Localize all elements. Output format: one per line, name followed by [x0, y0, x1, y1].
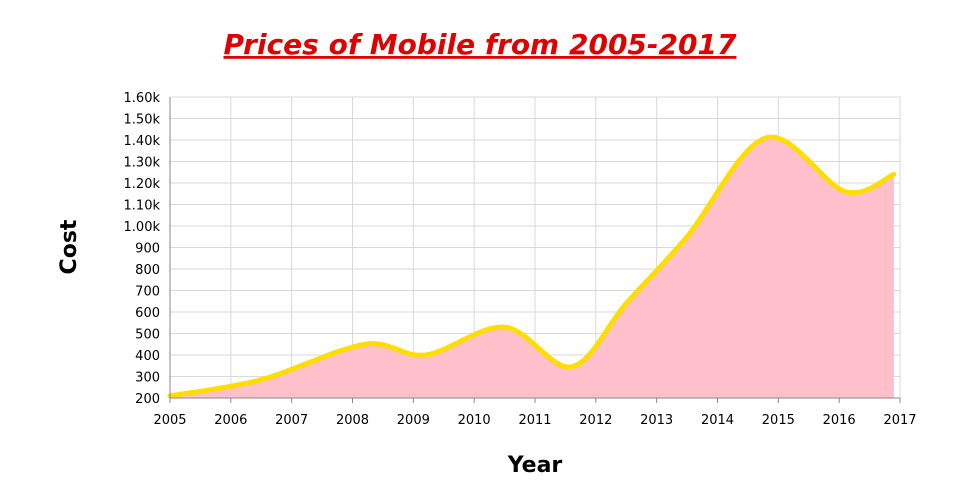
x-tick-label: 2015 — [762, 413, 795, 428]
y-tick-label: 1.20k — [124, 177, 161, 192]
x-tick-label: 2006 — [214, 413, 247, 428]
plot-area — [167, 134, 897, 399]
area-fill — [170, 137, 894, 399]
x-tick-label: 2009 — [397, 413, 430, 428]
x-tick-label: 2016 — [823, 413, 856, 428]
y-tick-label: 300 — [135, 371, 160, 386]
y-tick-label: 200 — [135, 392, 160, 407]
y-tick-label: 800 — [135, 263, 160, 278]
y-tick-label: 500 — [135, 328, 160, 343]
y-tick-label: 1.00k — [124, 220, 161, 235]
y-tick-label: 1.30k — [124, 156, 161, 171]
y-tick-label: 1.40k — [124, 134, 161, 149]
y-axis-title: Cost — [57, 219, 82, 274]
chart-title: Prices of Mobile from 2005-2017 — [224, 28, 737, 61]
y-tick-label: 700 — [135, 285, 160, 300]
x-tick-label: 2008 — [336, 413, 369, 428]
x-axis-title: Year — [507, 453, 563, 478]
x-tick-label: 2011 — [518, 413, 551, 428]
y-tick-label: 1.50k — [124, 113, 161, 128]
x-tick-label: 2005 — [153, 413, 186, 428]
y-tick-label: 1.10k — [124, 199, 161, 214]
x-tick-label: 2014 — [701, 413, 734, 428]
x-tick-label: 2017 — [883, 413, 916, 428]
x-tick-label: 2013 — [640, 413, 673, 428]
x-tick-label: 2010 — [458, 413, 491, 428]
y-tick-label: 600 — [135, 306, 160, 321]
y-tick-label: 400 — [135, 349, 160, 364]
axes: 200 300 400 500 600 700 800 900 1.00k 1.10k 1.20k 1… — [124, 91, 917, 428]
y-tick-label: 900 — [135, 242, 160, 257]
x-tick-label: 2012 — [579, 413, 612, 428]
x-tick-label: 2007 — [275, 413, 308, 428]
y-tick-label: 1.60k — [124, 91, 161, 106]
